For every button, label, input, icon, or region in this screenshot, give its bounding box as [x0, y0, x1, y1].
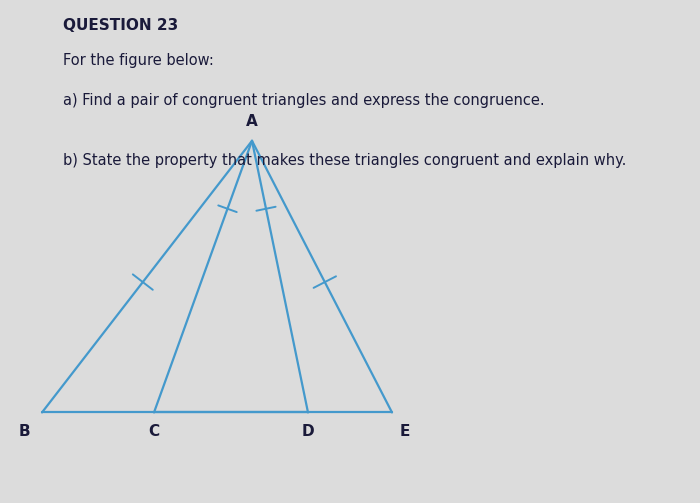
Text: For the figure below:: For the figure below: [63, 53, 214, 68]
Text: QUESTION 23: QUESTION 23 [63, 18, 178, 33]
Text: b) State the property that makes these triangles congruent and explain why.: b) State the property that makes these t… [63, 153, 626, 169]
Text: a) Find a pair of congruent triangles and express the congruence.: a) Find a pair of congruent triangles an… [63, 93, 545, 108]
Text: C: C [148, 424, 160, 439]
Text: A: A [246, 114, 258, 129]
Text: B: B [19, 424, 30, 439]
Text: E: E [400, 424, 410, 439]
Text: D: D [302, 424, 314, 439]
